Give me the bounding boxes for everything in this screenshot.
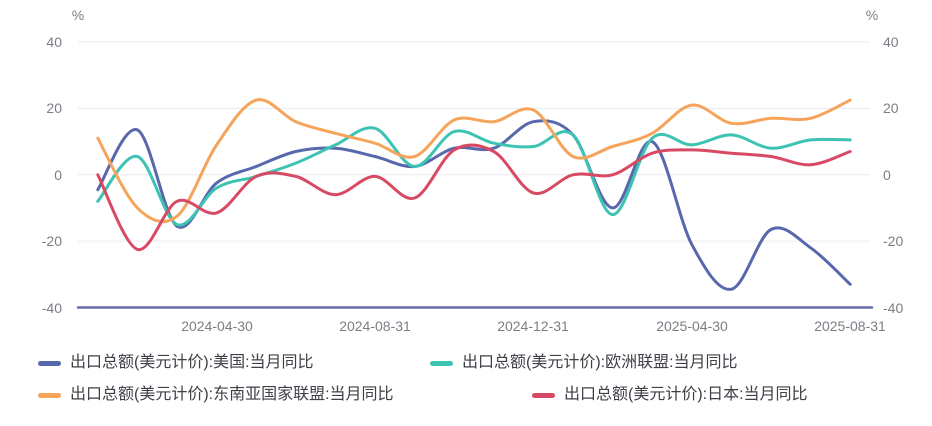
legend-line-marker-asean (38, 392, 61, 398)
y-tick-label-left: 0 (54, 166, 62, 183)
x-tick-label: 2024-08-31 (339, 318, 411, 334)
y-tick-label-right: 0 (883, 166, 891, 183)
series-line-us (96, 119, 852, 291)
legend-label: 出口总额(美元计价):欧洲联盟:当月同比 (462, 354, 738, 371)
series-line-eu (96, 126, 852, 227)
y-tick-label-right: -40 (883, 299, 904, 316)
x-tick-label: 2024-04-30 (181, 318, 253, 334)
legend-item-asean[interactable]: 出口总额(美元计价):东南亚国家联盟:当月同比 (38, 384, 394, 406)
y-axis-unit-left: % (71, 7, 85, 23)
x-tick-label: 2024-12-31 (497, 318, 569, 334)
plot-area[interactable] (0, 0, 932, 340)
x-tick-label: 2025-04-30 (656, 318, 728, 334)
y-tick-label-left: -20 (41, 233, 62, 250)
legend-line-marker-japan (532, 392, 555, 398)
y-tick-label-right: 40 (883, 34, 899, 50)
legend-item-us[interactable]: 出口总额(美元计价):美国:当月同比 (38, 352, 314, 374)
y-axis-unit-right: % (865, 7, 879, 23)
legend-label: 出口总额(美元计价):东南亚国家联盟:当月同比 (70, 386, 394, 403)
legend-line-marker-us (38, 360, 61, 366)
x-tick-label: 2025-08-31 (814, 318, 886, 334)
y-tick-label-left: 40 (46, 34, 62, 50)
legend-label: 出口总额(美元计价):日本:当月同比 (564, 386, 808, 403)
y-tick-label-left: -40 (41, 299, 62, 316)
y-tick-label-right: -20 (883, 233, 904, 250)
y-tick-label-right: 20 (883, 100, 899, 117)
series-line-asean (96, 98, 852, 224)
legend-item-japan[interactable]: 出口总额(美元计价):日本:当月同比 (532, 384, 808, 406)
legend-item-eu[interactable]: 出口总额(美元计价):欧洲联盟:当月同比 (430, 352, 738, 374)
series-line-japan (96, 143, 852, 251)
legend-line-marker-eu (430, 360, 453, 366)
legend-label: 出口总额(美元计价):美国:当月同比 (70, 354, 314, 371)
y-tick-label-left: 20 (46, 100, 62, 117)
